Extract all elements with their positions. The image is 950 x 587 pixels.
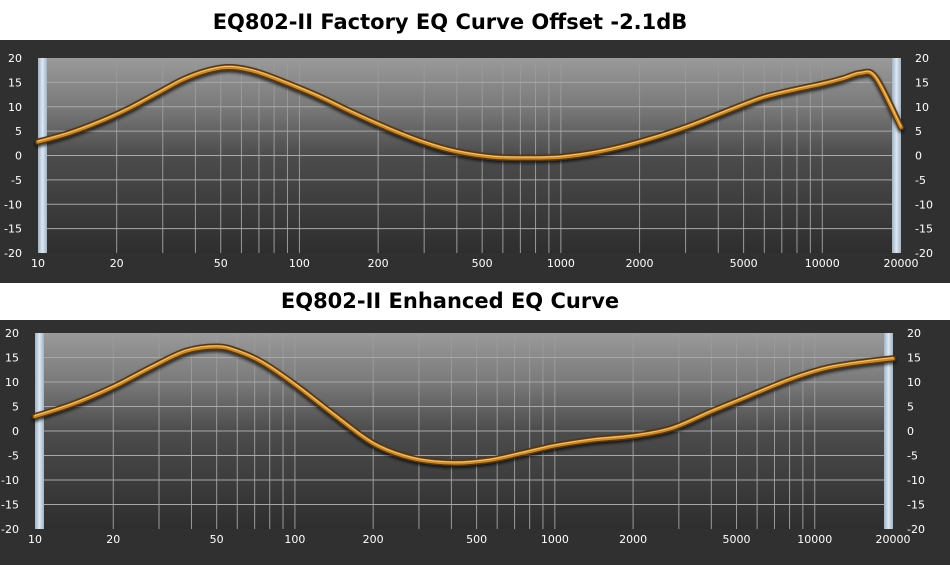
y-tick-label-left: -10	[1, 474, 19, 487]
y-tick-label-left: 20	[5, 327, 19, 340]
right-rail	[884, 333, 893, 529]
y-tick-label-right: 5	[907, 401, 914, 414]
y-tick-label-left: 5	[12, 401, 19, 414]
y-tick-label-left: 10	[5, 376, 19, 389]
y-tick-label-right: -15	[915, 223, 933, 236]
x-tick-label: 10000	[797, 533, 832, 546]
x-tick-label: 5000	[730, 257, 758, 270]
x-tick-label: 500	[466, 533, 487, 546]
y-tick-label-left: 0	[12, 425, 19, 438]
x-tick-label: 50	[210, 533, 224, 546]
y-tick-label-right: 20	[915, 52, 929, 65]
x-tick-label: 2000	[626, 257, 654, 270]
x-tick-label: 1000	[547, 257, 575, 270]
eq-chart-enhanced: 20 20 15 15 10 10 5 5 0 0 -5 -5 -10 -10 -15 -15 -20 -20 10…	[0, 320, 950, 565]
x-tick-label: 200	[363, 533, 384, 546]
y-tick-label-right: -5	[907, 450, 918, 463]
x-tick-label: 20000	[876, 533, 911, 546]
chart-title: EQ802-II Enhanced EQ Curve	[280, 289, 620, 313]
x-tick-label: 10	[31, 257, 45, 270]
y-tick-label-right: 5	[915, 125, 922, 138]
x-tick-label: 200	[368, 257, 389, 270]
y-tick-label-right: -15	[907, 499, 925, 512]
x-tick-label: 20	[106, 533, 120, 546]
y-tick-label-right: -5	[915, 174, 926, 187]
y-tick-label-left: -10	[4, 198, 22, 211]
x-tick-label: 20000	[884, 257, 919, 270]
y-tick-label-left: 10	[8, 101, 22, 114]
left-rail	[38, 58, 47, 253]
chart-title: EQ802-II Factory EQ Curve Offset -2.1dB	[212, 10, 688, 34]
eq-curve	[31, 343, 897, 467]
x-tick-label: 1000	[541, 533, 569, 546]
y-tick-label-left: 15	[8, 76, 22, 89]
y-tick-label-left: -5	[11, 174, 22, 187]
eq-curve	[34, 63, 905, 162]
y-tick-label-left: 5	[15, 125, 22, 138]
y-tick-label-right: 20	[907, 327, 921, 340]
y-tick-label-right: 15	[915, 76, 929, 89]
x-tick-label: 5000	[723, 533, 751, 546]
eq-chart-factory: 20 20 15 15 10 10 5 5 0 0 -5 -5 -10 -10 -15 -15 -20 -20 10…	[0, 40, 950, 283]
y-tick-label-right: 0	[907, 425, 914, 438]
x-tick-label: 2000	[619, 533, 647, 546]
y-tick-label-left: 15	[5, 352, 19, 365]
y-tick-label-left: -20	[1, 523, 19, 536]
y-tick-label-right: 15	[907, 352, 921, 365]
left-rail	[35, 333, 44, 529]
x-tick-label: 100	[284, 533, 305, 546]
x-tick-label: 10000	[805, 257, 840, 270]
y-tick-label-right: 10	[915, 101, 929, 114]
y-tick-label-left: 0	[15, 150, 22, 163]
x-tick-label: 20	[110, 257, 124, 270]
y-tick-label-right: -20	[915, 247, 933, 260]
y-tick-label-left: -5	[8, 450, 19, 463]
x-tick-label: 500	[472, 257, 493, 270]
y-tick-label-right: -20	[907, 523, 925, 536]
x-tick-label: 10	[28, 533, 42, 546]
y-tick-label-left: -15	[4, 223, 22, 236]
x-tick-label: 50	[214, 257, 228, 270]
y-tick-label-right: -10	[915, 198, 933, 211]
x-tick-label: 100	[289, 257, 310, 270]
y-tick-label-left: -20	[4, 247, 22, 260]
y-tick-label-left: -15	[1, 499, 19, 512]
y-tick-label-right: 0	[915, 150, 922, 163]
y-tick-label-left: 20	[8, 52, 22, 65]
y-tick-label-right: -10	[907, 474, 925, 487]
right-rail	[892, 58, 901, 253]
y-tick-label-right: 10	[907, 376, 921, 389]
